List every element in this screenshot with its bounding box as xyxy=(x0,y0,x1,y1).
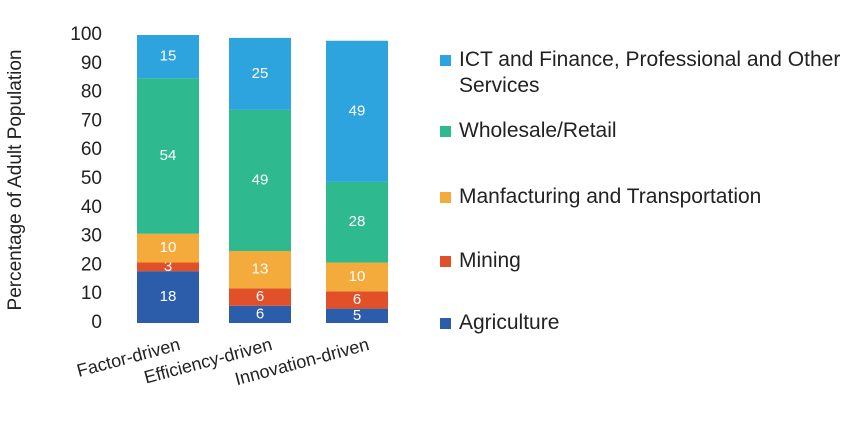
y-tick-label: 20 xyxy=(81,254,102,275)
legend-swatch xyxy=(440,192,451,203)
legend-label: Mining xyxy=(459,249,521,272)
bar-segment xyxy=(137,233,199,263)
value-label: 49 xyxy=(252,171,269,188)
value-label: 6 xyxy=(256,305,264,322)
value-label: 6 xyxy=(256,288,264,305)
y-tick-label: 60 xyxy=(81,139,102,160)
y-tick-label: 80 xyxy=(81,82,102,103)
value-label: 49 xyxy=(349,102,366,119)
legend-item: Agriculture xyxy=(440,310,845,336)
bar-segment xyxy=(229,251,291,289)
bar-segment xyxy=(229,109,291,251)
value-label: 10 xyxy=(349,268,366,285)
legend-item: ICT and Finance, Professional and Other … xyxy=(440,47,845,99)
legend-swatch xyxy=(440,55,451,66)
value-label: 28 xyxy=(349,213,366,230)
legend-item: Wholesale/Retail xyxy=(440,118,845,144)
bar-segment xyxy=(326,181,388,263)
value-label: 6 xyxy=(353,291,361,308)
legend-label: Agriculture xyxy=(459,311,560,334)
legend-label: Wholesale/Retail xyxy=(459,119,617,142)
value-label: 13 xyxy=(252,261,269,278)
y-tick-label: 10 xyxy=(81,283,102,304)
y-tick-label: 40 xyxy=(81,197,102,218)
bar-segment xyxy=(229,288,291,306)
legend-swatch xyxy=(440,126,451,137)
legend-swatch xyxy=(440,318,451,329)
legend-item: Manfacturing and Transportation xyxy=(440,184,845,210)
bar-segment xyxy=(229,305,291,323)
y-tick-label: 70 xyxy=(81,110,102,131)
legend-label: ICT and Finance, Professional and Other … xyxy=(459,48,841,97)
bar-segment xyxy=(137,35,199,79)
value-label: 5 xyxy=(353,307,361,324)
value-label: 15 xyxy=(160,48,177,65)
bar-segment xyxy=(137,262,199,272)
bar-segment xyxy=(326,262,388,292)
bar-segment xyxy=(326,308,388,323)
legend-item: Mining xyxy=(440,248,845,274)
value-label: 25 xyxy=(252,65,269,82)
value-label: 10 xyxy=(160,239,177,256)
bar-segment xyxy=(326,40,388,182)
bar-segment xyxy=(326,291,388,309)
y-tick-label: 50 xyxy=(81,168,102,189)
y-tick-label: 30 xyxy=(81,226,102,247)
legend-label: Manfacturing and Transportation xyxy=(459,185,762,208)
y-tick-label: 90 xyxy=(81,53,102,74)
value-label: 3 xyxy=(164,258,172,275)
value-label: 54 xyxy=(160,147,177,164)
y-axis-label: Percentage of Adult Population xyxy=(5,50,26,311)
legend-swatch xyxy=(440,256,451,267)
bar-segment xyxy=(137,271,199,323)
y-tick-label: 100 xyxy=(70,24,102,45)
value-label: 18 xyxy=(160,288,177,305)
y-tick-label: 0 xyxy=(91,312,102,333)
bar-segment xyxy=(229,37,291,110)
bar-segment xyxy=(137,78,199,234)
